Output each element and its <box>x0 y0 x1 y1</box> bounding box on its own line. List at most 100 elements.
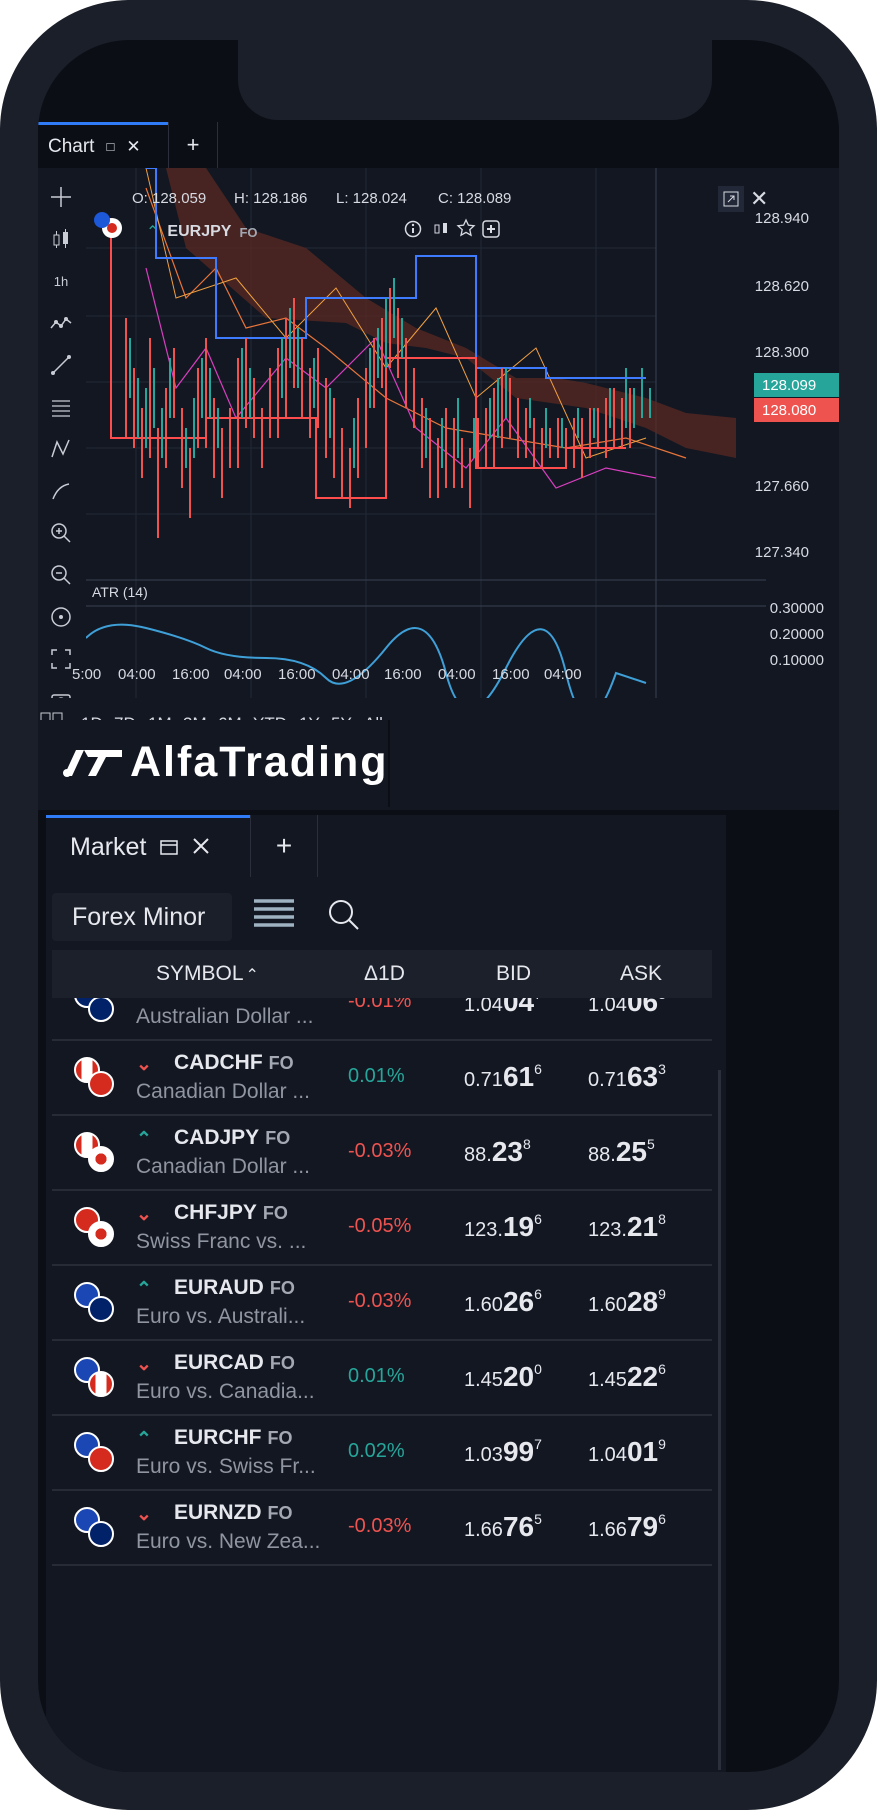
chevron-down-icon: ⌄ <box>136 1504 152 1525</box>
reset-icon[interactable] <box>44 600 78 634</box>
bid-price[interactable]: 1.04047 <box>464 998 542 1017</box>
alfatrading-logo-icon <box>63 750 122 777</box>
scrollbar[interactable] <box>718 1070 721 1770</box>
time-label: 5:00 <box>72 666 102 683</box>
currency-flags <box>74 1357 118 1401</box>
chevron-up-icon: ⌃ <box>136 1429 152 1450</box>
table-row[interactable]: ⌄ AUDNZDFO Australian Dollar ... -0.01% 1.04… <box>52 998 712 1041</box>
table-row[interactable]: ⌃ CADJPY FO Canadian Dollar ... -0.03% 88.238… <box>52 1118 712 1191</box>
change-value: -0.03% <box>348 1140 412 1162</box>
bid-price[interactable]: 1.03997 <box>464 1436 542 1467</box>
table-row[interactable]: ⌄ CHFJPY FO Swiss Franc vs. ... -0.05% 123.19… <box>52 1193 712 1266</box>
change-value: -0.01% <box>348 998 412 1012</box>
base-currency-flag-icon <box>74 1507 100 1533</box>
quote-currency-flag-icon <box>88 998 114 1022</box>
fullscreen-icon[interactable] <box>44 642 78 676</box>
market-rows: ⌄ AUDNZDFO Australian Dollar ... -0.01% 1.04… <box>52 998 712 1772</box>
window-icon[interactable] <box>160 833 179 862</box>
market-table-header: SYMBOL ⌃ Δ1D BID ASK <box>52 950 712 998</box>
ask-price[interactable]: 1.04068 <box>588 998 666 1017</box>
popout-icon[interactable] <box>718 186 744 212</box>
info-icon[interactable] <box>404 220 422 243</box>
symbol-description: Euro vs. Swiss Fr... <box>136 1455 316 1478</box>
quote-currency-flag-icon <box>88 1221 114 1247</box>
ask-price[interactable]: 1.60289 <box>588 1286 666 1317</box>
symbol-code: EURNZD FO <box>174 1501 293 1524</box>
ohlc-close: C: 128.089 <box>438 190 512 207</box>
currency-flags <box>74 1432 118 1476</box>
quote-currency-flag-icon <box>88 1146 114 1172</box>
bid-price[interactable]: 1.66765 <box>464 1511 542 1542</box>
zoom-out-icon[interactable] <box>44 558 78 592</box>
chart-type-icon[interactable] <box>432 220 450 243</box>
currency-flags <box>74 1507 118 1551</box>
ask-price[interactable]: 1.45226 <box>588 1361 666 1392</box>
pattern-icon[interactable] <box>44 432 78 466</box>
chevron-down-icon: ⌄ <box>136 998 152 1001</box>
indicator-label[interactable]: ATR (14) <box>92 584 148 600</box>
symbol-description: Canadian Dollar ... <box>136 1080 310 1103</box>
tab-market[interactable]: Market <box>46 815 250 877</box>
time-label: 04:00 <box>544 666 582 683</box>
time-label: 16:00 <box>278 666 316 683</box>
chart-symbol-suffix: FO <box>239 224 258 240</box>
chart-symbol[interactable]: EURJPY <box>167 223 232 240</box>
chevron-down-icon: ⌄ <box>136 1204 152 1225</box>
trendline-icon[interactable] <box>44 348 78 382</box>
price-plot[interactable]: O: 128.059 H: 128.186 L: 128.024 C: 128.… <box>86 168 839 758</box>
zoom-in-icon[interactable] <box>44 516 78 550</box>
bid-price[interactable]: 88.238 <box>464 1136 531 1167</box>
column-symbol[interactable]: SYMBOL ⌃ <box>156 962 259 986</box>
price-level: 127.660 <box>754 478 809 495</box>
window-icon[interactable]: □ <box>106 139 115 154</box>
bid-price[interactable]: 1.45200 <box>464 1361 542 1392</box>
bid-price[interactable]: 0.71616 <box>464 1061 542 1092</box>
ask-price[interactable]: 123.218 <box>588 1211 666 1242</box>
column-change[interactable]: Δ1D <box>364 962 405 985</box>
close-icon[interactable] <box>192 833 210 862</box>
symbol-description: Euro vs. Australi... <box>136 1305 306 1328</box>
price-level: 128.940 <box>754 210 809 227</box>
star-icon[interactable] <box>456 218 476 243</box>
change-value: 0.01% <box>348 1365 405 1387</box>
ask-price[interactable]: 1.66796 <box>588 1511 666 1542</box>
bid-price[interactable]: 1.60266 <box>464 1286 542 1317</box>
table-row[interactable]: ⌄ CADCHF FO Canadian Dollar ... 0.01% 0.71616… <box>52 1043 712 1116</box>
tab-chart[interactable]: Chart □ ✕ <box>38 122 168 168</box>
symbol-code: CADCHF FO <box>174 1051 294 1074</box>
column-ask[interactable]: ASK <box>620 962 663 985</box>
market-filter[interactable]: Forex Minor <box>52 893 232 941</box>
bid-price-tag: 128.099 <box>754 373 839 397</box>
change-value: 0.02% <box>348 1440 405 1462</box>
fib-lines-icon[interactable] <box>44 390 78 424</box>
indicators-icon[interactable] <box>44 306 78 340</box>
candlestick-icon[interactable] <box>44 222 78 256</box>
add-icon[interactable] <box>482 220 500 243</box>
ask-price[interactable]: 88.255 <box>588 1136 655 1167</box>
close-icon[interactable]: ✕ <box>126 136 141 156</box>
tab-chart-label: Chart <box>48 135 95 157</box>
close-chart-icon[interactable]: ✕ <box>750 186 769 211</box>
chart-area[interactable]: 1h <box>38 168 839 810</box>
chevron-up-icon: ⌃ <box>136 1129 152 1150</box>
table-row[interactable]: ⌄ EURCAD FO Euro vs. Canadia... 0.01% 1.45200… <box>52 1343 712 1416</box>
table-row[interactable]: ⌃ EURAUD FO Euro vs. Australi... -0.03% 1.602… <box>52 1268 712 1341</box>
interval-button[interactable]: 1h <box>53 273 69 289</box>
crosshair-icon[interactable] <box>44 180 78 214</box>
brand-divider <box>388 720 390 807</box>
curve-icon[interactable] <box>44 474 78 508</box>
table-row[interactable]: ⌄ EURNZD FO Euro vs. New Zea... -0.03% 1.6676… <box>52 1493 712 1566</box>
column-bid[interactable]: BID <box>496 962 532 985</box>
quote-currency-flag-icon <box>88 1521 114 1547</box>
search-icon[interactable] <box>328 899 360 936</box>
ask-price[interactable]: 1.04019 <box>588 1436 666 1467</box>
chart-tab-bar: Chart □ ✕ + <box>38 122 839 168</box>
add-tab-button[interactable]: + <box>250 815 318 877</box>
price-level: 128.620 <box>754 278 809 295</box>
table-row[interactable]: ⌃ EURCHF FO Euro vs. Swiss Fr... 0.02% 1.0399… <box>52 1418 712 1491</box>
list-view-icon[interactable] <box>252 897 296 938</box>
quote-currency-flag-icon <box>88 1071 114 1097</box>
bid-price[interactable]: 123.196 <box>464 1211 542 1242</box>
ask-price[interactable]: 0.71633 <box>588 1061 666 1092</box>
add-tab-button[interactable]: + <box>168 122 218 168</box>
